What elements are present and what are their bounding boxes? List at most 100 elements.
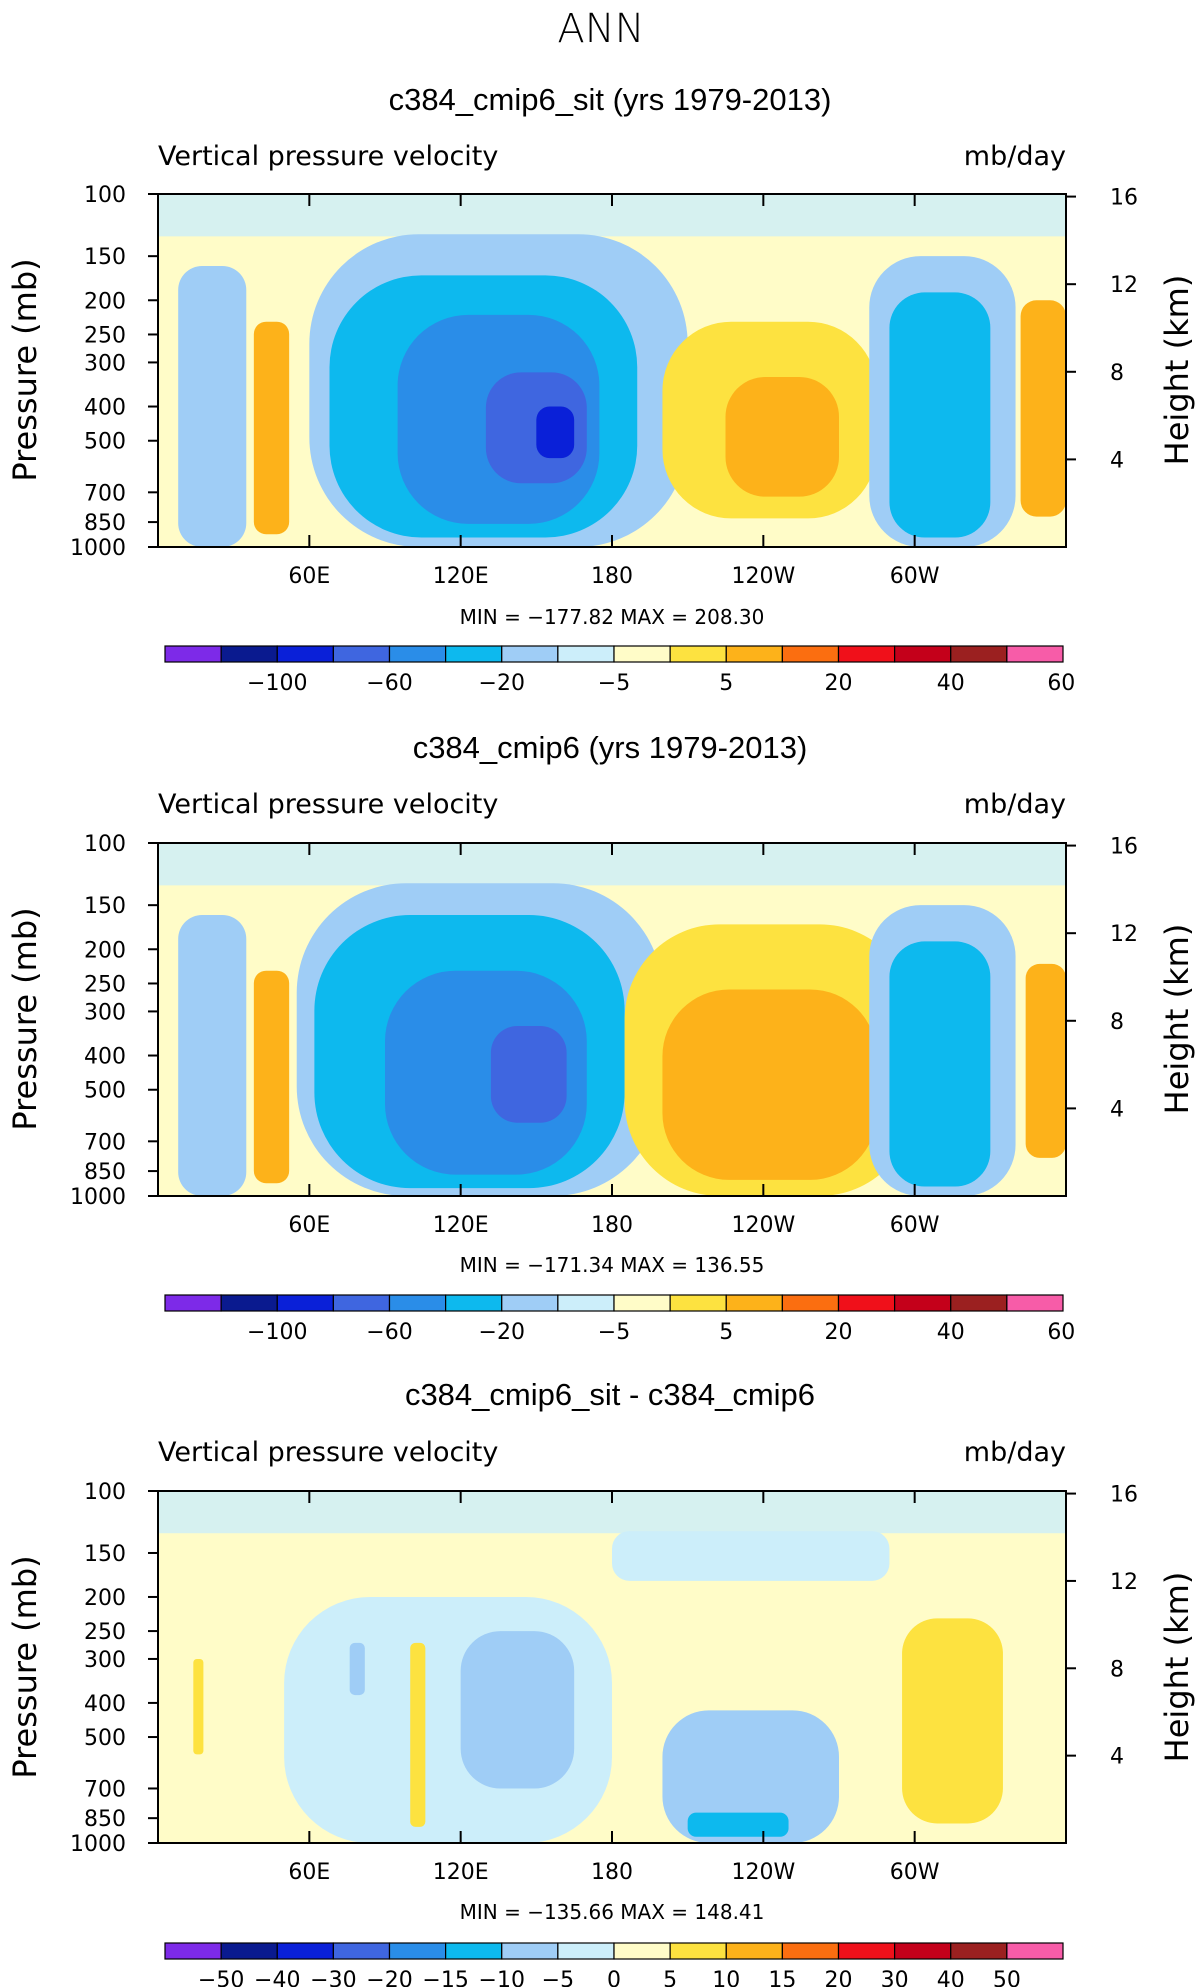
y-tick-label: 250: [84, 1620, 126, 1645]
y-tick-label: 400: [84, 1692, 126, 1717]
contour-region: [349, 1642, 365, 1696]
colorbar-box: [894, 1294, 952, 1312]
colorbar-box: [557, 1942, 615, 1960]
panel-1-variable-label: Vertical pressure velocity: [158, 141, 498, 172]
contour-region: [1025, 963, 1066, 1158]
y-tick-label: 150: [84, 894, 126, 919]
colorbar-box: [388, 1942, 447, 1960]
colorbar-label: 40: [937, 1320, 965, 1345]
panel-3-units-label: mb/day: [964, 1437, 1066, 1468]
x-tick-label: 180: [591, 564, 633, 589]
y-tick-label: 300: [84, 351, 126, 376]
colorbar-label: −40: [254, 1968, 300, 1987]
x-tick-label: 180: [591, 1860, 633, 1885]
contour-region: [687, 1812, 789, 1837]
colorbar-label: −50: [198, 1968, 244, 1987]
colorbar-box: [613, 1942, 671, 1960]
y-tick-label: 1000: [70, 1185, 126, 1210]
colorbar-box: [557, 645, 615, 663]
colorbar-box: [781, 1942, 840, 1960]
colorbar-box: [388, 645, 447, 663]
x-tick-label: 120E: [433, 564, 489, 589]
colorbar-label: −100: [247, 1320, 307, 1345]
panel-2: c384_cmip6 (yrs 1979-2013) Vertical pres…: [6, 730, 1196, 1345]
colorbar-label: 30: [881, 1968, 909, 1987]
panel-1-title: c384_cmip6_sit (yrs 1979-2013): [389, 82, 832, 117]
colorbar-box: [501, 1294, 559, 1312]
y-tick-label: 300: [84, 1000, 126, 1025]
panel-3-min-max: MIN = −135.66 MAX = 148.41: [460, 1900, 765, 1924]
y-right-tick-label: 16: [1110, 1483, 1138, 1508]
colorbar-label: −5: [598, 671, 630, 696]
y-tick-label: 150: [84, 1542, 126, 1567]
y-tick-label: 1000: [70, 1832, 126, 1857]
colorbar-box: [725, 1294, 783, 1312]
y-tick-label: 500: [84, 1079, 126, 1104]
colorbar-box: [501, 645, 559, 663]
contour-region: [612, 1531, 890, 1581]
colorbar-box: [950, 1294, 1008, 1312]
colorbar-label: 5: [663, 1968, 677, 1987]
colorbar-box: [332, 1942, 391, 1960]
x-tick-label: 60W: [890, 1213, 940, 1238]
contour-region: [902, 1618, 1003, 1824]
x-tick-label: 60E: [288, 1213, 330, 1238]
panel-3-y-right-axis-label: Height (km): [1158, 1572, 1196, 1763]
y-tick-label: 850: [84, 1807, 126, 1832]
colorbar-box: [332, 1294, 391, 1312]
colorbar-box: [445, 645, 503, 663]
y-tick-label: 200: [84, 938, 126, 963]
colorbar-label: 20: [825, 1968, 853, 1987]
y-tick-label: 250: [84, 972, 126, 997]
colorbar-label: 0: [607, 1968, 621, 1987]
x-tick-label: 120E: [433, 1213, 489, 1238]
colorbar-box: [950, 645, 1008, 663]
colorbar-label: −30: [310, 1968, 356, 1987]
x-tick-label: 120W: [731, 1213, 795, 1238]
colorbar-box: [837, 1942, 896, 1960]
y-tick-label: 700: [84, 1777, 126, 1802]
contour-region: [460, 1631, 575, 1789]
colorbar-box: [781, 645, 840, 663]
colorbar-box: [837, 645, 896, 663]
colorbar-box: [669, 1294, 727, 1312]
colorbar-box: [276, 645, 334, 663]
colorbar-box: [894, 645, 952, 663]
colorbar-box: [613, 1294, 671, 1312]
y-right-tick-label: 16: [1110, 186, 1138, 211]
colorbar-label: −60: [366, 671, 412, 696]
y-tick-label: 150: [84, 245, 126, 270]
colorbar-label: 40: [937, 671, 965, 696]
colorbar-label: 60: [1047, 1320, 1075, 1345]
panel-2-min-max: MIN = −171.34 MAX = 136.55: [460, 1253, 765, 1277]
colorbar-box: [164, 1942, 222, 1960]
y-right-tick-label: 16: [1110, 835, 1138, 860]
colorbar-label: 5: [719, 1320, 733, 1345]
colorbar-label: 20: [825, 671, 853, 696]
panel-1: c384_cmip6_sit (yrs 1979-2013) Vertical …: [6, 82, 1196, 696]
colorbar-label: 5: [719, 671, 733, 696]
y-tick-label: 100: [84, 832, 126, 857]
y-tick-label: 500: [84, 430, 126, 455]
x-tick-label: 60W: [890, 564, 940, 589]
colorbar-box: [950, 1942, 1008, 1960]
y-tick-label: 100: [84, 183, 126, 208]
colorbar-box: [445, 1294, 503, 1312]
y-tick-label: 850: [84, 511, 126, 536]
colorbar-box: [1006, 1294, 1064, 1312]
figure-title: ANN: [557, 6, 644, 52]
panel-1-y-axis-label: Pressure (mb): [6, 258, 44, 481]
y-tick-label: 500: [84, 1726, 126, 1751]
panel-2-y-right-axis-label: Height (km): [1158, 924, 1196, 1115]
y-tick-label: 700: [84, 1130, 126, 1155]
y-right-tick-label: 12: [1110, 273, 1138, 298]
panel-3-plot: 100150200250300400500700850100016128460E…: [70, 1480, 1138, 1987]
panel-3-variable-label: Vertical pressure velocity: [158, 1437, 498, 1468]
x-tick-label: 120E: [433, 1860, 489, 1885]
contour-region: [662, 989, 877, 1180]
y-tick-label: 250: [84, 323, 126, 348]
colorbar-label: −10: [479, 1968, 525, 1987]
colorbar-label: 15: [768, 1968, 796, 1987]
y-tick-label: 700: [84, 481, 126, 506]
